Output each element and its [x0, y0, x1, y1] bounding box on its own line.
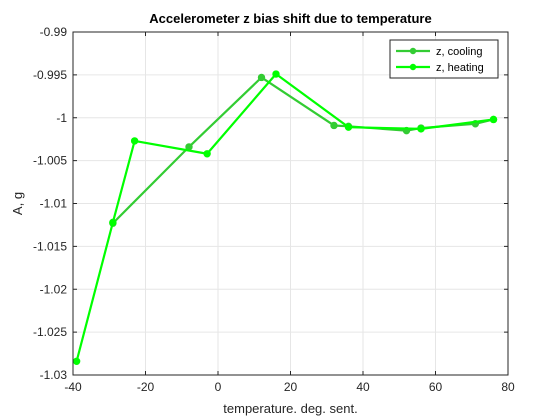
data-point — [344, 123, 353, 131]
x-tick-label: -40 — [64, 380, 82, 394]
data-point — [489, 115, 498, 124]
x-tick-label: 60 — [429, 380, 443, 394]
x-tick-label: 80 — [501, 380, 515, 394]
legend-label: z, heating — [436, 62, 484, 74]
data-point — [109, 218, 117, 227]
legend: z, cooling z, heating — [389, 39, 499, 79]
data-point — [203, 150, 211, 158]
y-tick-label: -1.01 — [40, 197, 68, 211]
x-tick-label: -20 — [137, 380, 155, 394]
y-tick-label: -0.995 — [33, 68, 67, 82]
chart-title: Accelerometer z bias shift due to temper… — [149, 11, 431, 26]
x-tick-label: 40 — [356, 380, 370, 394]
y-axis-label: A, g — [10, 192, 25, 215]
legend-swatch-marker — [409, 47, 417, 55]
ticks: -40 -20 0 20 40 60 80 -0.99 -0.995 -1 -1.005 -1.01 -… — [33, 25, 515, 394]
series-line — [75, 72, 494, 362]
x-tick-label: 20 — [284, 380, 298, 394]
y-tick-label: -1.005 — [33, 154, 67, 168]
x-axis-label: temperature. deg. sent. — [223, 401, 357, 416]
legend-swatch-marker — [409, 63, 417, 71]
data-point — [130, 137, 139, 145]
series-layer — [72, 70, 498, 365]
y-tick-label: -1 — [56, 111, 67, 125]
x-tick-label: 0 — [215, 380, 222, 394]
legend-label: z, cooling — [436, 46, 482, 58]
legend-box — [389, 39, 499, 79]
y-tick-label: -0.99 — [40, 25, 68, 39]
data-point — [272, 70, 280, 78]
y-tick-label: -1.03 — [40, 368, 68, 382]
data-point — [72, 357, 81, 365]
data-point — [330, 121, 338, 130]
y-tick-label: -1.015 — [33, 239, 67, 253]
data-point — [257, 73, 266, 82]
y-tick-label: -1.025 — [33, 325, 67, 339]
series-heating — [72, 70, 498, 365]
data-point — [417, 125, 425, 133]
y-tick-label: -1.02 — [40, 282, 68, 296]
